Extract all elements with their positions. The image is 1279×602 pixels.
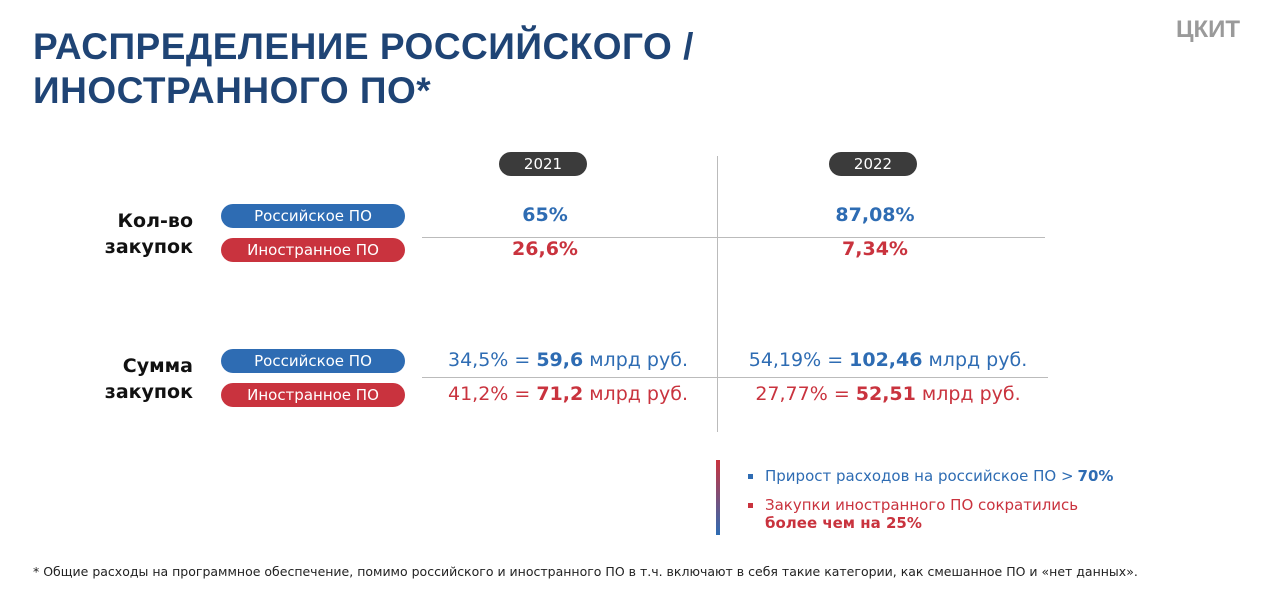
legend-pill: Российское ПО: [221, 349, 405, 373]
value-share: 27,77% =: [755, 383, 850, 405]
note: Закупки иностранного ПО сократились более…: [765, 496, 1125, 532]
legend-pill: Иностранное ПО: [221, 238, 405, 262]
row-label: Кол-во: [117, 210, 193, 232]
note-text: Закупки иностранного ПО сократились: [765, 496, 1079, 514]
note-bold: более чем на 25%: [765, 514, 922, 532]
value-cell: 34,5% = 59,6 млрд руб.: [418, 349, 718, 371]
title: РАСПРЕДЕЛЕНИЕ РОССИЙСКОГО /: [33, 26, 694, 67]
value-cell: 26,6%: [512, 238, 578, 260]
legend-pill: Российское ПО: [221, 204, 405, 228]
row-label: Сумма: [122, 355, 193, 377]
value-cell: 41,2% = 71,2 млрд руб.: [418, 383, 718, 405]
value-amount: 52,51: [855, 383, 916, 405]
value-cell: 87,08%: [835, 204, 915, 226]
footnote: * Общие расходы на программное обеспечен…: [33, 564, 1138, 579]
bullet: [748, 474, 753, 479]
year: 2021: [499, 152, 587, 176]
legend-pill: Иностранное ПО: [221, 383, 405, 407]
divider: [717, 156, 718, 432]
value-amount: 71,2: [536, 383, 584, 405]
divider: [422, 237, 1045, 238]
value-unit: млрд руб.: [928, 349, 1028, 371]
note-text: Прирост расходов на российское ПО >: [765, 467, 1074, 485]
note: Прирост расходов на российское ПО >70%: [765, 467, 1117, 485]
value-share: 41,2% =: [448, 383, 531, 405]
value-cell: 27,77% = 52,51 млрд руб.: [738, 383, 1038, 405]
divider: [422, 377, 1048, 378]
bullet: [748, 503, 753, 508]
year: 2022: [829, 152, 917, 176]
accent-bar: [716, 460, 720, 535]
value-cell: 7,34%: [842, 238, 908, 260]
value-unit: млрд руб.: [589, 349, 688, 371]
value-amount: 102,46: [849, 349, 923, 371]
row-label: закупок: [104, 381, 193, 403]
value-share: 54,19% =: [748, 349, 844, 371]
note-bold: 70%: [1077, 467, 1114, 485]
logo: ЦКИТ: [1176, 16, 1241, 43]
value-amount: 59,6: [536, 349, 584, 371]
row-label: закупок: [104, 236, 193, 258]
value-cell: 54,19% = 102,46 млрд руб.: [738, 349, 1038, 371]
value-unit: млрд руб.: [589, 383, 688, 405]
value-cell: 65%: [522, 204, 568, 226]
title: ИНОСТРАННОГО ПО*: [33, 70, 432, 111]
value-share: 34,5% =: [448, 349, 531, 371]
value-unit: млрд руб.: [921, 383, 1021, 405]
